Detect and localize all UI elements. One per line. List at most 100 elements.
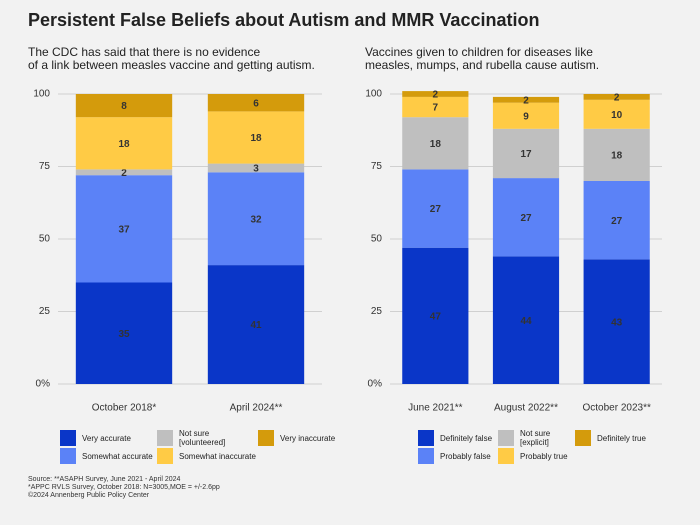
bar-segment	[492, 96, 560, 103]
value-label: 2	[433, 90, 439, 101]
page-title: Persistent False Beliefs about Autism an…	[28, 10, 540, 30]
value-label: 44	[520, 316, 532, 327]
y-tick-label: 25	[39, 306, 51, 317]
legend-label: Probably false	[440, 451, 491, 461]
legend-label: Not sure [explicit]	[520, 429, 551, 447]
value-label: 27	[430, 204, 442, 215]
value-label: 35	[118, 329, 130, 340]
legend-swatch	[418, 448, 434, 464]
legend-label: Very inaccurate	[280, 433, 336, 443]
bar-segment	[402, 117, 469, 170]
chart-subtitle: The CDC has said that there is no eviden…	[28, 45, 315, 72]
legend-label: Somewhat accurate	[82, 451, 153, 461]
bar-segment	[583, 94, 650, 100]
bar-segment	[207, 163, 305, 173]
value-label: 2	[523, 95, 529, 106]
bar-segment	[75, 117, 173, 170]
value-label: 18	[250, 133, 262, 144]
value-label: 18	[430, 139, 442, 150]
value-label: 18	[611, 151, 623, 162]
legend-swatch	[157, 430, 173, 446]
legend-swatch	[60, 448, 76, 464]
bar-segment	[492, 128, 560, 179]
bar-segment	[492, 102, 560, 129]
legend-label: Definitely true	[597, 433, 646, 443]
value-label: 6	[253, 98, 259, 109]
bar-segment	[75, 282, 173, 384]
value-label: 32	[250, 214, 262, 225]
bar-segment	[402, 169, 469, 248]
value-label: 27	[611, 216, 623, 227]
legend-swatch	[418, 430, 434, 446]
legend-item: Somewhat inaccurate	[157, 448, 256, 464]
value-label: 43	[611, 317, 623, 328]
legend-item: Definitely true	[575, 430, 646, 446]
x-tick-label: August 2022**	[494, 403, 558, 414]
y-tick-label: 100	[365, 89, 382, 100]
bar-segment	[75, 94, 173, 118]
value-label: 37	[118, 224, 130, 235]
value-label: 47	[430, 311, 442, 322]
legend-label: Definitely false	[440, 433, 493, 443]
value-label: 7	[433, 103, 439, 114]
value-label: 10	[611, 110, 623, 121]
y-tick-label: 25	[371, 306, 383, 317]
x-tick-label: October 2023**	[582, 403, 650, 414]
y-tick-label: 75	[371, 161, 383, 172]
value-label: 17	[520, 149, 532, 160]
bar-segment	[75, 169, 173, 176]
legend-label: Very accurate	[82, 433, 131, 443]
legend-label: Not sure [volunteered]	[179, 429, 226, 447]
bar-segment	[75, 175, 173, 283]
legend-swatch	[60, 430, 76, 446]
x-tick-label: October 2018*	[92, 403, 157, 414]
y-tick-label: 0%	[368, 379, 383, 390]
legend-item: Very accurate	[60, 430, 131, 446]
bar-segment	[207, 265, 305, 384]
x-tick-label: April 2024**	[230, 403, 283, 414]
chart-subtitle: Vaccines given to children for diseases …	[365, 45, 600, 72]
y-tick-label: 50	[39, 234, 51, 245]
legend-swatch	[498, 448, 514, 464]
value-label: 9	[523, 111, 529, 122]
value-label: 2	[614, 93, 620, 104]
x-tick-label: June 2021**	[408, 403, 463, 414]
bar-segment	[492, 256, 560, 384]
bar-segment	[402, 91, 469, 97]
legend-swatch	[498, 430, 514, 446]
bar-segment	[583, 259, 650, 384]
y-tick-label: 75	[39, 161, 51, 172]
bar-segment	[402, 247, 469, 384]
value-label: 41	[250, 320, 262, 331]
legend-swatch	[258, 430, 274, 446]
value-label: 8	[121, 101, 127, 112]
bar-segment	[207, 111, 305, 164]
bar-segment	[583, 128, 650, 181]
bar-segment	[207, 172, 305, 266]
legend-item: Probably true	[498, 448, 568, 464]
bar-segment	[492, 178, 560, 257]
legend-item: Not sure [volunteered]	[157, 429, 226, 447]
legend-swatch	[157, 448, 173, 464]
value-label: 27	[520, 213, 532, 224]
legend-label: Probably true	[520, 451, 568, 461]
legend-item: Definitely false	[418, 430, 492, 446]
bar-segment	[583, 181, 650, 260]
y-tick-label: 50	[371, 234, 383, 245]
legend-item: Probably false	[418, 448, 491, 464]
y-tick-label: 100	[33, 89, 50, 100]
y-tick-label: 0%	[36, 379, 51, 390]
legend-label: Somewhat inaccurate	[179, 451, 256, 461]
bar-segment	[583, 99, 650, 129]
bar-segment	[207, 94, 305, 112]
legend-item: Very inaccurate	[258, 430, 335, 446]
legend-swatch	[575, 430, 591, 446]
value-label: 2	[121, 168, 127, 179]
legend-item: Somewhat accurate	[60, 448, 153, 464]
value-label: 3	[253, 164, 259, 175]
legend-item: Not sure [explicit]	[498, 429, 551, 447]
value-label: 18	[118, 139, 130, 150]
source-note: Source: **ASAPH Survey, June 2021 - Apri…	[28, 476, 220, 499]
